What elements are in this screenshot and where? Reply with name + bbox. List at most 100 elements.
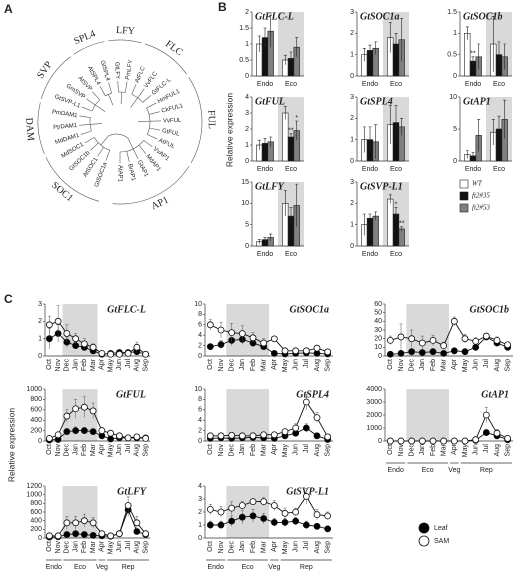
x-tick-label: Aug xyxy=(134,359,141,372)
point xyxy=(386,336,394,344)
x-tick-label: Jun xyxy=(116,444,123,455)
y-tick-label: 0 xyxy=(453,73,457,80)
x-tick-label: Aug xyxy=(314,444,321,457)
branch xyxy=(95,104,106,113)
x-tick-label: Apr xyxy=(99,540,106,552)
point xyxy=(429,336,437,344)
error-bar xyxy=(471,56,475,66)
x-tick-label: Jan xyxy=(419,359,426,370)
error-bar xyxy=(263,237,267,242)
point xyxy=(249,498,257,506)
branch xyxy=(79,124,91,126)
y-tick-label: 1 xyxy=(350,222,354,229)
point xyxy=(292,517,300,525)
legend-label: ft2#35 xyxy=(472,192,490,200)
x-tick-label: Oct xyxy=(207,359,214,370)
y-tick-label: 6 xyxy=(198,407,202,414)
error-bar xyxy=(400,118,404,136)
x-tick-label: Sep xyxy=(505,359,512,372)
point xyxy=(89,519,97,527)
x-tick-label: Mar xyxy=(90,358,97,371)
chart-title: GtAP1 xyxy=(481,389,509,400)
y-tick-label: 0 xyxy=(453,158,457,165)
chart-title: GtSVP-L1 xyxy=(360,181,403,192)
y-tick-label: 4000 xyxy=(366,386,382,393)
point xyxy=(324,433,332,441)
point xyxy=(217,326,225,334)
clade-label: LFY xyxy=(116,25,136,37)
significance-label: * xyxy=(295,115,298,122)
point xyxy=(228,431,236,439)
point xyxy=(63,330,71,337)
error-bar xyxy=(374,124,378,159)
y-tick-label: 3 xyxy=(350,9,354,16)
y-tick-label: 1 xyxy=(198,522,202,529)
point xyxy=(386,350,394,358)
x-tick-label: Jan xyxy=(72,541,79,552)
x-tick-label: May xyxy=(462,359,469,373)
bar xyxy=(287,136,295,162)
y-tick-label: 600 xyxy=(30,407,42,414)
branch xyxy=(90,142,99,151)
error-bar xyxy=(465,150,469,159)
x-tick-label: Sep xyxy=(142,444,149,457)
y-tick-label: 1.5 xyxy=(239,25,249,32)
point xyxy=(472,436,480,444)
point xyxy=(115,432,123,440)
point xyxy=(54,317,62,325)
branch xyxy=(148,111,160,115)
error-bar xyxy=(257,35,261,52)
phase-label: Eco xyxy=(74,564,86,571)
x-tick-label: Apr xyxy=(99,358,106,370)
legend-swatch xyxy=(459,179,469,189)
point xyxy=(302,398,310,406)
y-tick-label: 10 xyxy=(374,344,382,351)
y-tick-label: 0 xyxy=(350,158,354,165)
x-tick-label: Nov xyxy=(218,359,225,372)
x-tick-label: Sep xyxy=(325,541,332,554)
x-tick-label: Dec xyxy=(229,359,236,372)
x-tick-label: Eco xyxy=(285,81,297,88)
y-tick-label: 2 xyxy=(350,30,354,37)
point xyxy=(302,492,310,500)
x-tick-label: Eco xyxy=(285,166,297,173)
x-tick-label: Endo xyxy=(362,81,378,88)
phase-label: Rep xyxy=(300,564,313,571)
y-tick-label: 1000 xyxy=(26,386,42,393)
y-tick-label: 1.5 xyxy=(447,9,457,16)
chart-title: GtSOC1a xyxy=(290,304,329,315)
x-tick-label: Oct xyxy=(387,359,394,370)
x-tick-label: Oct xyxy=(46,444,53,455)
x-tick-label: Oct xyxy=(46,541,53,552)
point xyxy=(429,437,437,445)
leaf-label: AtFLC xyxy=(135,65,147,84)
point xyxy=(98,427,106,435)
error-bar xyxy=(400,226,404,232)
x-tick-label: Endo xyxy=(257,81,273,88)
clade-bracket xyxy=(41,56,71,100)
x-tick-label: May xyxy=(107,444,114,458)
x-tick-label: Eco xyxy=(285,251,297,258)
clade-label: SOC1 xyxy=(49,180,75,204)
y-tick-label: 0 xyxy=(378,353,382,360)
point xyxy=(292,347,300,355)
point xyxy=(89,428,97,436)
x-tick-label: Eco xyxy=(493,81,505,88)
point xyxy=(324,512,332,520)
significance-label: ** xyxy=(288,128,294,135)
y-tick-label: 400 xyxy=(30,417,42,424)
point xyxy=(270,502,278,509)
error-bar xyxy=(388,22,392,53)
branch xyxy=(108,94,114,106)
point xyxy=(63,531,71,538)
point xyxy=(238,502,246,509)
point xyxy=(418,349,426,356)
y-tick-label: 4 xyxy=(198,332,202,339)
point xyxy=(313,344,321,352)
y-tick-label: 2 xyxy=(198,427,202,434)
point xyxy=(270,519,278,526)
leaf-label: PmLFY xyxy=(125,60,134,81)
point xyxy=(270,349,278,357)
phase-label: Veg xyxy=(96,564,108,571)
error-bar xyxy=(388,194,392,204)
